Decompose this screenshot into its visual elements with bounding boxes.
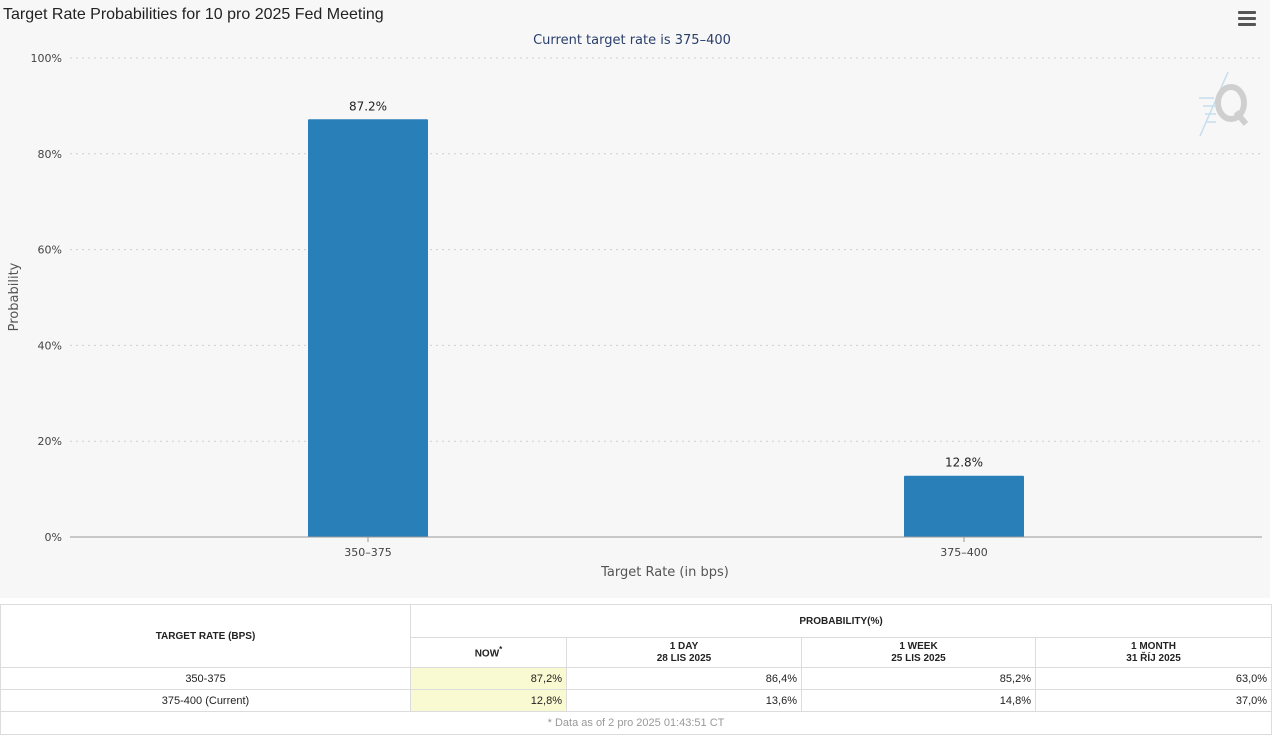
one-day-value-cell: 86,4%	[566, 667, 802, 690]
data-label: 12.8%	[945, 456, 983, 470]
table-row: 375-400 (Current) 12,8% 13,6% 14,8% 37,0…	[0, 689, 1273, 712]
y-tick-label: 60%	[38, 244, 62, 257]
bar[interactable]	[904, 475, 1024, 537]
x-axis-title: Target Rate (in bps)	[600, 565, 729, 580]
y-tick-label: 80%	[38, 148, 62, 161]
one-month-value-cell: 63,0%	[1034, 667, 1273, 690]
probability-table: TARGET RATE (BPS) PROBABILITY(%) NOW* 1 …	[0, 604, 1273, 735]
y-tick-label: 0%	[45, 531, 62, 544]
col-header-1-day: 1 DAY 28 LIS 2025	[566, 637, 802, 668]
rate-cell: 375-400 (Current)	[0, 689, 411, 712]
rate-cell: 350-375	[0, 667, 411, 690]
one-week-value-cell: 85,2%	[801, 667, 1036, 690]
col-header-1-month: 1 MONTH 31 ŘÍJ 2025	[1034, 637, 1273, 668]
y-axis-title: Probability	[7, 262, 22, 331]
col-header-1-week: 1 WEEK 25 LIS 2025	[801, 637, 1036, 668]
y-tick-label: 20%	[38, 435, 62, 448]
probability-group-header: PROBABILITY(%)	[409, 604, 1273, 638]
hamburger-menu-icon[interactable]	[1238, 11, 1256, 27]
x-tick-label: 375–400	[940, 546, 988, 559]
y-tick-label: 100%	[31, 52, 62, 65]
table-row: 350-375 87,2% 86,4% 85,2% 63,0%	[0, 667, 1273, 690]
chart-area: 0% 20% 40% 60% 80% 100% 87.2% 350–375 12.8% 375–…	[7, 33, 1262, 580]
page-title: Target Rate Probabilities for 10 pro 202…	[3, 6, 384, 23]
now-value-cell: 87,2%	[410, 667, 567, 690]
data-label: 87.2%	[349, 99, 387, 113]
chart-svg: 0% 20% 40% 60% 80% 100% 87.2% 350–375 12.8% 375–…	[7, 33, 1262, 580]
now-value-cell: 12,8%	[410, 689, 567, 712]
target-rate-header: TARGET RATE (BPS)	[0, 604, 411, 668]
bar[interactable]	[308, 119, 428, 537]
chart-subtitle: Current target rate is 375–400	[533, 33, 731, 48]
data-timestamp-footnote: * Data as of 2 pro 2025 01:43:51 CT	[0, 711, 1273, 735]
one-day-value-cell: 13,6%	[566, 689, 802, 712]
x-tick-label: 350–375	[344, 546, 392, 559]
one-month-value-cell: 37,0%	[1034, 689, 1273, 712]
y-tick-label: 40%	[38, 339, 62, 352]
watermark-logo-icon	[1199, 71, 1249, 137]
col-header-now: NOW*	[410, 637, 567, 668]
one-week-value-cell: 14,8%	[801, 689, 1036, 712]
